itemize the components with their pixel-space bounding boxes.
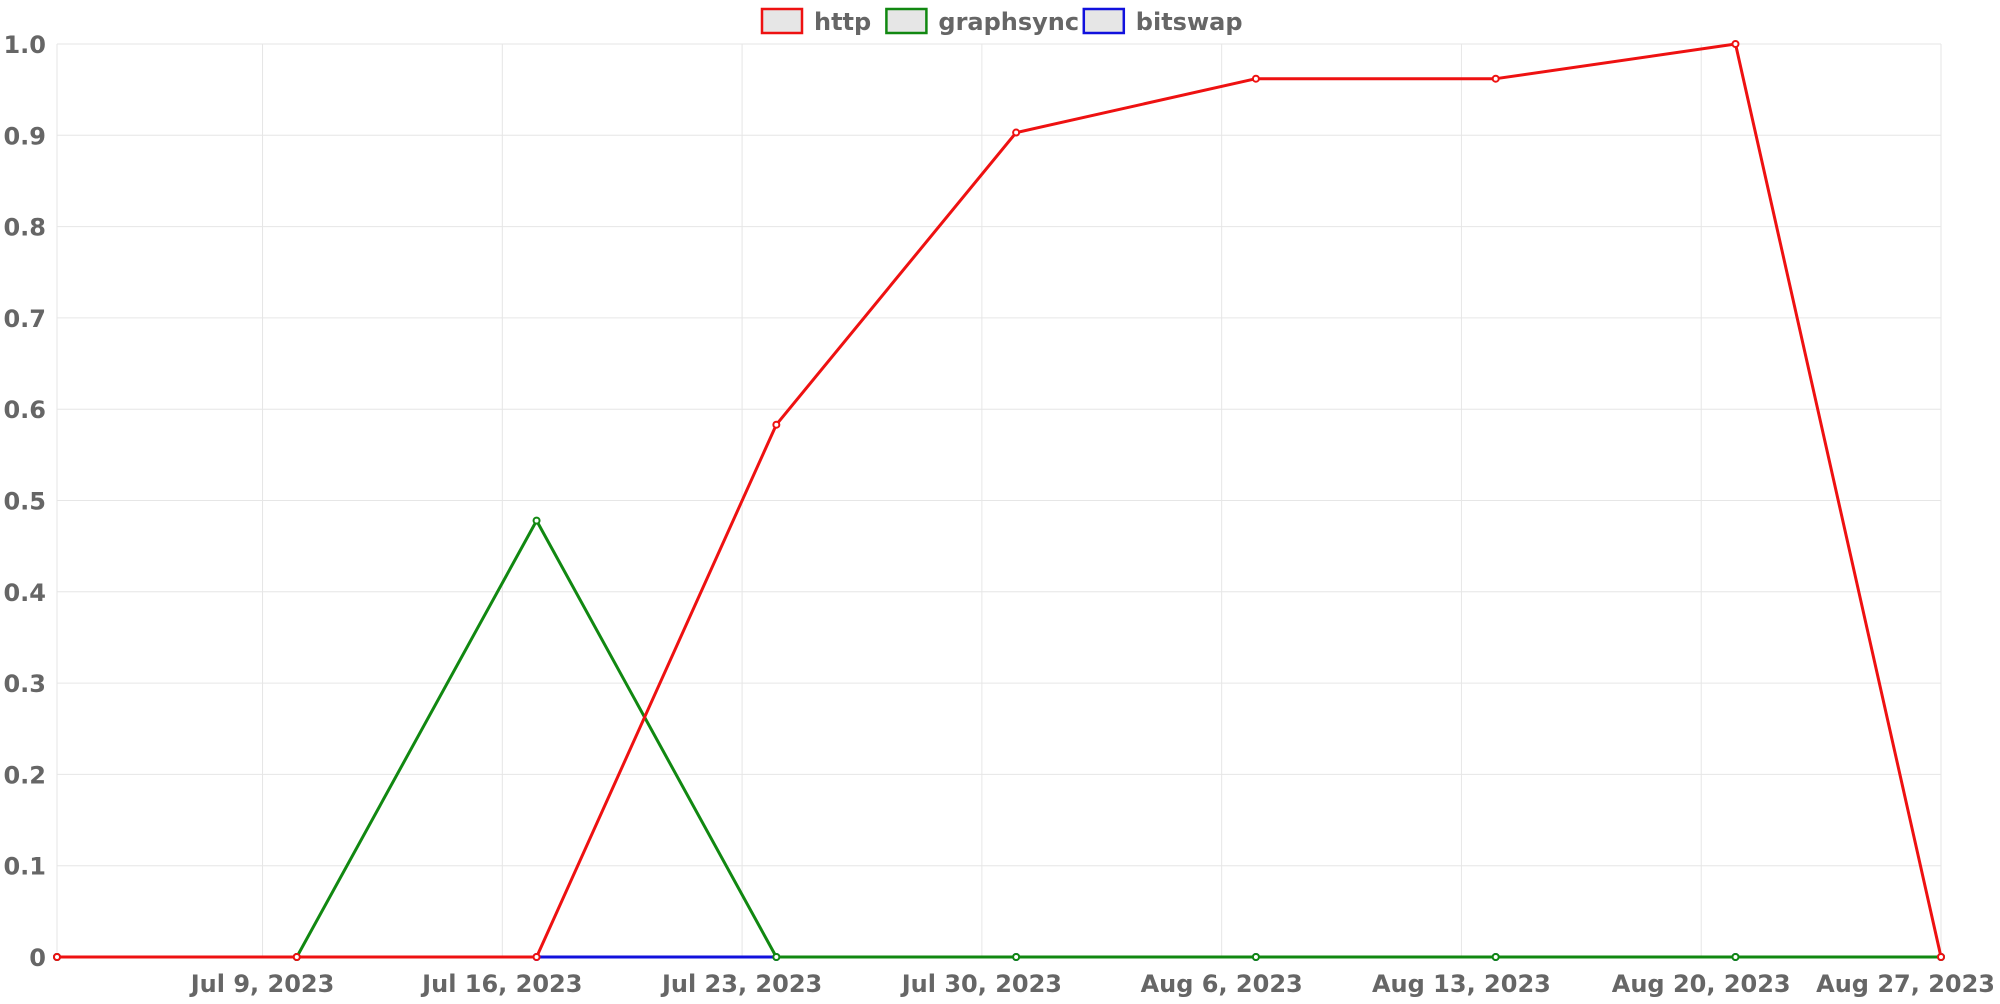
data-point-http <box>1491 74 1500 83</box>
y-tick-label: 0.6 <box>3 396 46 424</box>
y-tick-label: 0.9 <box>3 122 46 150</box>
legend-label-http: http <box>814 8 871 36</box>
data-point-graphsync <box>1491 953 1500 961</box>
data-point-http <box>1937 953 1945 961</box>
x-tick-label: Jul 23, 2023 <box>660 970 822 998</box>
series-line-graphsync <box>57 519 1941 959</box>
legend-label-graphsync: graphsync <box>938 8 1079 36</box>
legend-item-graphsync[interactable]: graphsync <box>885 7 1079 36</box>
data-point-graphsync <box>1251 953 1260 961</box>
legend[interactable]: http graphsync bitswap <box>760 7 1243 36</box>
data-point-http <box>292 953 301 961</box>
y-tick-label: 0.7 <box>3 305 46 333</box>
x-tick-label: Aug 27, 2023 <box>1816 970 1995 998</box>
x-tick-label: Aug 20, 2023 <box>1612 970 1791 998</box>
y-tick-label: 0.1 <box>3 853 46 881</box>
data-point-graphsync <box>772 953 781 961</box>
x-tick-label: Jul 30, 2023 <box>900 970 1062 998</box>
data-point-http <box>1012 128 1021 137</box>
data-point-graphsync <box>532 516 541 525</box>
data-point-http <box>772 420 781 429</box>
data-point-http <box>1731 40 1740 48</box>
y-tick-label: 0.4 <box>3 579 46 607</box>
series-group <box>53 40 1945 961</box>
axes: 0 0.1 0.2 0.3 0.4 0.5 0.6 0.7 0.8 0.9 1.0 Jul 9, 20… <box>3 31 1995 998</box>
y-tick-label: 1.0 <box>3 31 46 59</box>
legend-swatch-http <box>760 7 804 35</box>
y-tick-label: 0.8 <box>3 214 46 242</box>
data-point-http <box>532 953 541 961</box>
y-tick-label: 0.5 <box>3 488 46 516</box>
legend-item-bitswap[interactable]: bitswap <box>1082 7 1243 36</box>
x-tick-label: Jul 9, 2023 <box>189 970 335 998</box>
data-point-graphsync <box>1731 953 1740 961</box>
data-point-http <box>1251 74 1260 83</box>
x-tick-label: Jul 16, 2023 <box>420 970 582 998</box>
legend-item-http[interactable]: http <box>760 7 871 36</box>
data-point-http <box>53 953 61 961</box>
y-tick-label: 0.2 <box>3 761 46 789</box>
y-tick-label: 0 <box>29 944 46 972</box>
grid <box>56 43 1942 958</box>
legend-swatch-bitswap <box>1082 7 1126 35</box>
legend-swatch-graphsync <box>885 7 928 35</box>
legend-label-bitswap: bitswap <box>1136 8 1243 36</box>
x-tick-label: Aug 6, 2023 <box>1141 970 1303 998</box>
data-point-graphsync <box>1012 953 1021 961</box>
x-tick-label: Aug 13, 2023 <box>1372 970 1551 998</box>
y-tick-label: 0.3 <box>3 670 46 698</box>
